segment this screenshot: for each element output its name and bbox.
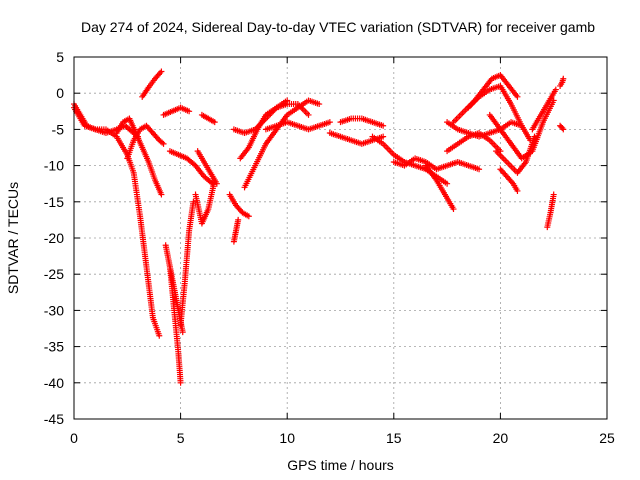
series-arc-34 <box>557 75 567 89</box>
data-point <box>514 187 521 194</box>
y-tick-label: -15 <box>44 194 64 210</box>
data-point <box>156 332 163 339</box>
data-point <box>186 108 193 115</box>
series-arc-10 <box>166 148 216 187</box>
series-arc-15 <box>230 216 242 245</box>
series-arc-7 <box>166 263 184 386</box>
data-point <box>380 133 387 140</box>
y-tick-label: -40 <box>44 375 64 391</box>
data-points <box>71 68 567 386</box>
data-point <box>213 180 220 187</box>
x-tick-label: 10 <box>279 430 295 446</box>
y-tick-label: -45 <box>44 411 64 427</box>
data-point <box>190 198 197 205</box>
series-arc-23 <box>390 155 483 173</box>
series-arc-4 <box>124 122 167 162</box>
data-point <box>380 122 387 129</box>
data-point <box>158 68 165 75</box>
series-arc-8 <box>177 198 197 328</box>
y-tick-label: -25 <box>44 266 64 282</box>
axis-ticks: 0 5 10 15 20 25 5 0 -5 -10 -15 -20 -25 -30 -35 -40 -45 <box>44 49 615 446</box>
data-point <box>158 191 165 198</box>
series-arc-32 <box>529 86 559 133</box>
chart-title: Day 274 of 2024, Sidereal Day-to-day VTE… <box>81 19 595 35</box>
series-arc-13 <box>198 111 218 126</box>
series-arc-5 <box>139 68 165 100</box>
data-point <box>552 86 559 93</box>
x-tick-label: 20 <box>493 430 509 446</box>
y-tick-label: -35 <box>44 339 64 355</box>
y-tick-label: -30 <box>44 302 64 318</box>
series-arc-3 <box>113 115 165 198</box>
data-point <box>245 213 252 220</box>
data-point <box>305 111 312 118</box>
y-tick-label: -20 <box>44 230 64 246</box>
series-arc-31 <box>497 166 521 194</box>
data-point <box>326 119 333 126</box>
x-tick-label: 5 <box>177 430 185 446</box>
series-arc-14 <box>226 191 252 220</box>
series-arc-24 <box>422 162 457 213</box>
data-point <box>560 75 567 82</box>
data-point <box>235 216 242 223</box>
data-point <box>316 101 323 108</box>
x-tick-label: 25 <box>599 430 615 446</box>
y-tick-label: 0 <box>56 85 64 101</box>
data-point <box>560 126 567 133</box>
data-point <box>444 180 451 187</box>
data-point <box>177 379 184 386</box>
x-tick-label: 0 <box>70 430 78 446</box>
data-point <box>179 329 186 336</box>
x-tick-label: 15 <box>386 430 402 446</box>
data-point <box>450 206 457 213</box>
series-arc-18 <box>241 97 323 191</box>
y-axis-label: SDTVAR / TECUs <box>5 182 21 294</box>
data-point <box>514 93 521 100</box>
series-arc-2 <box>71 104 163 339</box>
data-point <box>550 191 557 198</box>
y-tick-label: -10 <box>44 158 64 174</box>
x-axis-label: GPS time / hours <box>287 457 394 473</box>
data-point <box>531 133 538 140</box>
series-arc-9 <box>160 104 193 118</box>
y-tick-label: 5 <box>56 49 64 65</box>
data-point <box>211 119 218 126</box>
data-point <box>476 166 483 173</box>
series-arc-11 <box>192 177 218 227</box>
series-arc-26 <box>444 130 504 155</box>
grid-lines <box>74 57 607 419</box>
series-arc-12 <box>194 148 220 187</box>
series-arc-19 <box>262 119 333 133</box>
series-arc-35 <box>557 122 567 133</box>
y-tick-label: -5 <box>52 121 65 137</box>
data-point <box>160 140 167 147</box>
series-arc-33 <box>544 191 557 231</box>
series-arc-21 <box>337 115 387 129</box>
series-arc-30 <box>493 133 538 176</box>
